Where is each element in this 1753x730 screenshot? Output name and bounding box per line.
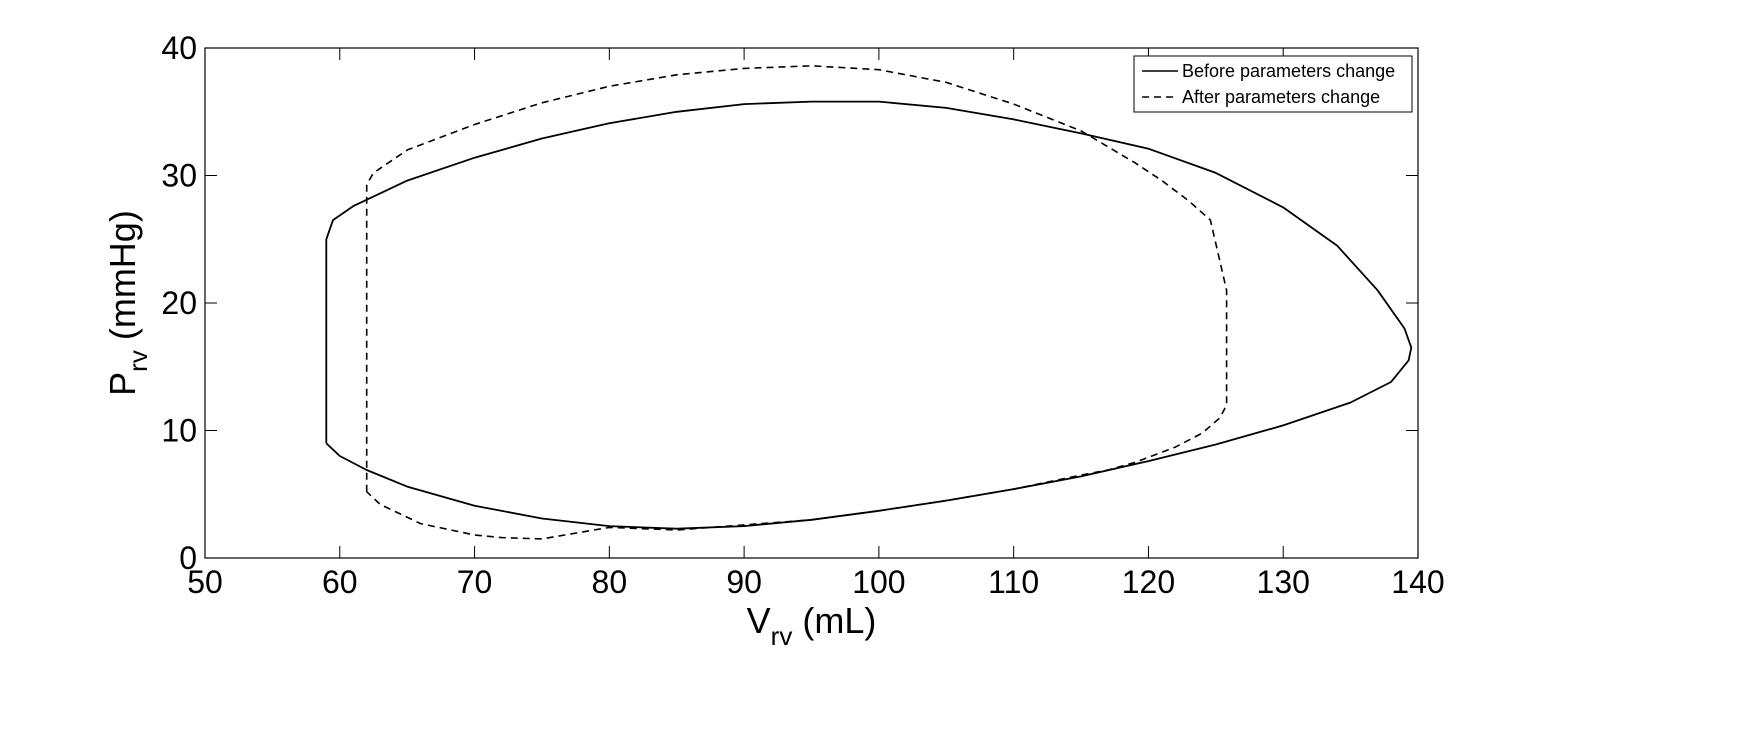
x-tick-label: 130 xyxy=(1257,564,1310,600)
series-lines xyxy=(325,65,1413,540)
plot-frame xyxy=(204,47,1419,559)
x-tick-label: 90 xyxy=(726,564,762,600)
y-tick-label: 10 xyxy=(161,413,197,449)
y-tick-label: 0 xyxy=(179,540,197,576)
x-tick-label: 100 xyxy=(852,564,905,600)
x-tick-label: 80 xyxy=(592,564,628,600)
y-tick-label: 40 xyxy=(161,30,197,66)
axis-ticks: 50 60 70 80 90 100 110 120 130 140 0 10 20 30 40 xyxy=(161,30,1444,600)
series-after-line xyxy=(365,65,1228,540)
x-axis-label-unit: (mL) xyxy=(792,600,876,641)
x-tick-label: 70 xyxy=(457,564,493,600)
y-tick-label: 20 xyxy=(161,285,197,321)
y-axis-label-sub: rv xyxy=(123,350,153,372)
x-tick-label: 60 xyxy=(322,564,358,600)
x-axis-label-main: V xyxy=(747,600,771,641)
x-tick-label: 140 xyxy=(1391,564,1444,600)
y-axis-label-main: P xyxy=(102,372,143,396)
x-tick-label: 120 xyxy=(1122,564,1175,600)
y-tick-label: 30 xyxy=(161,158,197,194)
series-before-line xyxy=(325,100,1413,530)
x-tick-label: 50 xyxy=(187,564,223,600)
legend-label-after: After parameters change xyxy=(1182,87,1380,107)
legend: Before parameters change After parameter… xyxy=(1133,55,1413,113)
legend-label-before: Before parameters change xyxy=(1182,61,1395,81)
x-axis-label: Vrv (mL) xyxy=(747,600,877,651)
x-tick-label: 110 xyxy=(988,564,1039,600)
y-axis-label-unit: (mmHg) xyxy=(102,210,143,350)
x-axis-label-sub: rv xyxy=(771,621,793,651)
legend-box xyxy=(1133,55,1413,113)
y-axis-label: Prv (mmHg) xyxy=(102,210,153,396)
